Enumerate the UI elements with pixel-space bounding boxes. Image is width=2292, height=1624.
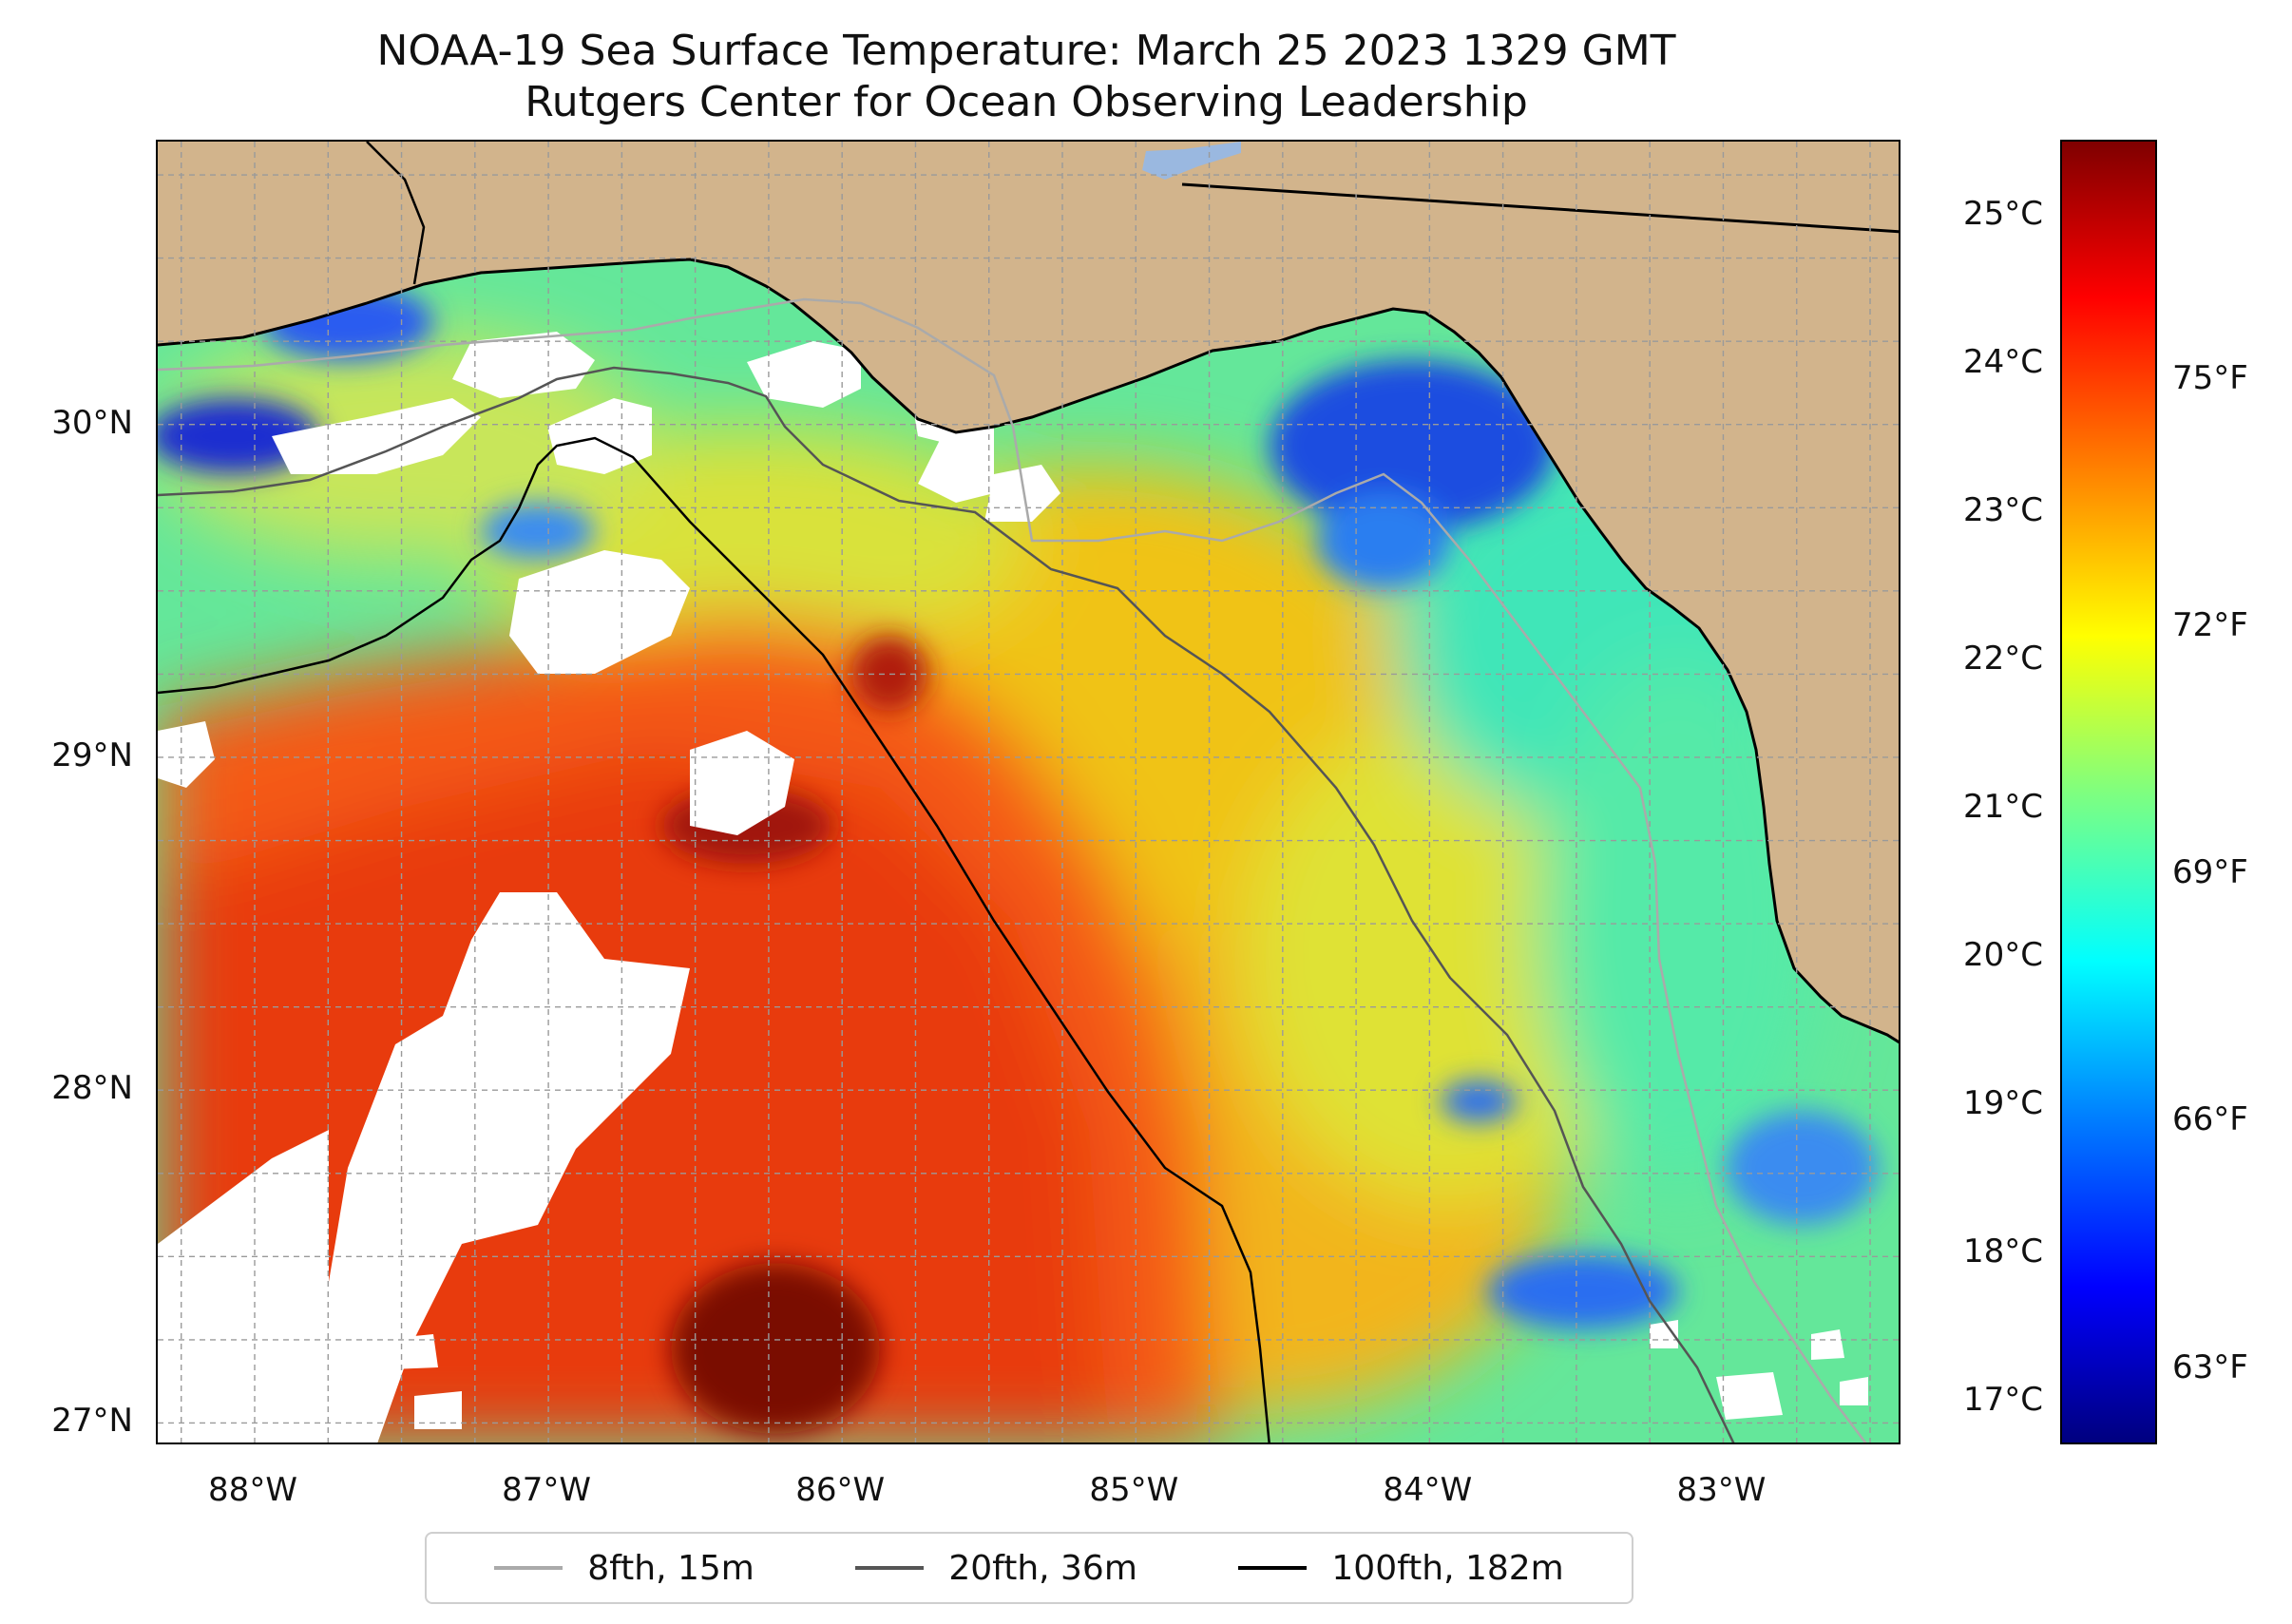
- fahrenheit-label: 72°F: [2172, 606, 2248, 645]
- legend-swatch: [855, 1566, 925, 1570]
- state-border-west: [366, 142, 426, 285]
- celsius-label: 18°C: [1962, 1232, 2043, 1271]
- fahrenheit-label: 63°F: [2172, 1347, 2248, 1386]
- lake: [1142, 142, 1241, 180]
- map-subtitle: Rutgers Center for Ocean Observing Leade…: [525, 78, 1528, 126]
- celsius-label: 22°C: [1962, 640, 2043, 678]
- coastline: [158, 258, 1899, 1044]
- lon-label: 88°W: [208, 1471, 297, 1509]
- contour-8fth: [158, 297, 1867, 1442]
- bathymetry-contours: [158, 297, 1867, 1442]
- lat-label: 28°N: [51, 1069, 133, 1108]
- state-border: [1181, 182, 1899, 234]
- lat-label: 29°N: [51, 736, 133, 774]
- fahrenheit-label: 66°F: [2172, 1100, 2248, 1139]
- celsius-label: 20°C: [1962, 936, 2043, 975]
- legend-label: 8fth, 15m: [587, 1548, 754, 1588]
- lon-label: 87°W: [502, 1471, 592, 1509]
- lon-label: 83°W: [1676, 1471, 1767, 1509]
- lat-label: 30°N: [51, 403, 133, 442]
- celsius-label: 24°C: [1962, 343, 2043, 382]
- lon-label: 86°W: [795, 1471, 886, 1509]
- map-title: NOAA-19 Sea Surface Temperature: March 2…: [376, 27, 1676, 75]
- celsius-label: 19°C: [1962, 1084, 2043, 1123]
- legend-item: 20fth, 36m: [855, 1549, 1137, 1588]
- lat-label: 27°N: [51, 1402, 133, 1441]
- contour-legend: 8fth, 15m 20fth, 36m 100fth, 182m: [425, 1532, 1633, 1604]
- lon-label: 85°W: [1089, 1471, 1179, 1509]
- contour-100fth: [158, 436, 1270, 1442]
- sst-map-canvas: [158, 142, 1899, 1442]
- contour-20fth: [158, 366, 1735, 1442]
- legend-item: 100fth, 182m: [1238, 1548, 1564, 1588]
- temperature-colorbar: [2060, 140, 2157, 1444]
- celsius-label: 21°C: [1962, 788, 2043, 827]
- lon-label: 84°W: [1383, 1471, 1473, 1509]
- celsius-label: 23°C: [1962, 491, 2043, 530]
- graticule: [158, 142, 1899, 1442]
- fahrenheit-label: 75°F: [2172, 359, 2248, 398]
- celsius-label: 17°C: [1962, 1381, 2043, 1420]
- legend-label: 20fth, 36m: [948, 1548, 1137, 1588]
- legend-swatch: [1238, 1566, 1308, 1570]
- fahrenheit-label: 69°F: [2172, 853, 2248, 892]
- sea-surface-temperature-field: [158, 259, 1899, 1442]
- celsius-label: 25°C: [1962, 195, 2043, 233]
- legend-swatch: [494, 1566, 563, 1570]
- legend-item: 8fth, 15m: [494, 1549, 754, 1588]
- sst-map[interactable]: [156, 140, 1900, 1444]
- legend-label: 100fth, 182m: [1331, 1548, 1564, 1588]
- land-features: [158, 142, 1899, 1044]
